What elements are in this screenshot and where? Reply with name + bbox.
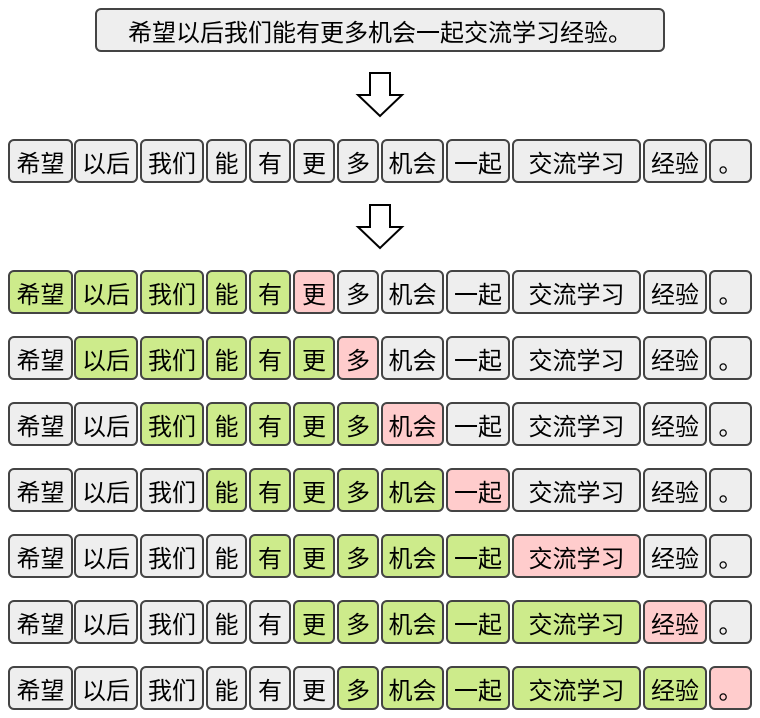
- context-token: 我们: [140, 402, 204, 446]
- token: 。: [709, 402, 752, 446]
- token: 希望: [8, 468, 73, 512]
- token: 机会: [381, 139, 444, 183]
- context-token: 多: [337, 666, 379, 710]
- token: 交流学习: [512, 468, 641, 512]
- token: 更: [293, 139, 335, 183]
- token: 一起: [446, 270, 510, 314]
- token: 以后: [74, 666, 138, 710]
- target-token: 机会: [381, 402, 444, 446]
- token: 。: [709, 139, 752, 183]
- token: 我们: [140, 468, 204, 512]
- token: 我们: [140, 139, 204, 183]
- token: 我们: [140, 600, 204, 644]
- token: 。: [709, 600, 752, 644]
- target-token: 经验: [643, 600, 707, 644]
- context-token: 有: [249, 468, 291, 512]
- context-token: 一起: [446, 666, 510, 710]
- token: 交流学习: [512, 336, 641, 380]
- token: 希望: [8, 666, 73, 710]
- context-token: 更: [293, 600, 335, 644]
- token: 交流学习: [512, 270, 641, 314]
- context-token: 希望: [8, 270, 73, 314]
- context-token: 能: [206, 402, 247, 446]
- context-token: 机会: [381, 666, 444, 710]
- context-token: 能: [206, 336, 247, 380]
- token: 希望: [8, 139, 73, 183]
- token: 机会: [381, 270, 444, 314]
- context-token: 以后: [74, 336, 138, 380]
- context-token: 我们: [140, 270, 204, 314]
- token: 经验: [643, 402, 707, 446]
- token: 经验: [643, 468, 707, 512]
- context-token: 以后: [74, 270, 138, 314]
- context-token: 有: [249, 534, 291, 578]
- token: 以后: [74, 468, 138, 512]
- sentence-box: 希望以后我们能有更多机会一起交流学习经验。: [95, 8, 665, 52]
- token: 有: [249, 139, 291, 183]
- token: 能: [206, 600, 247, 644]
- context-token: 更: [293, 402, 335, 446]
- token: 。: [709, 468, 752, 512]
- context-token: 机会: [381, 534, 444, 578]
- context-token: 多: [337, 402, 379, 446]
- context-token: 交流学习: [512, 666, 641, 710]
- context-token: 机会: [381, 468, 444, 512]
- down-arrow-icon: [355, 204, 405, 250]
- token: 。: [709, 270, 752, 314]
- token: 希望: [8, 534, 73, 578]
- context-token: 有: [249, 336, 291, 380]
- context-token: 多: [337, 534, 379, 578]
- token: 一起: [446, 402, 510, 446]
- token: 希望: [8, 336, 73, 380]
- token: 能: [206, 666, 247, 710]
- context-token: 有: [249, 402, 291, 446]
- token: 一起: [446, 139, 510, 183]
- target-token: 。: [709, 666, 752, 710]
- token: 多: [337, 270, 379, 314]
- context-token: 能: [206, 468, 247, 512]
- target-token: 一起: [446, 468, 510, 512]
- context-token: 更: [293, 534, 335, 578]
- token: 以后: [74, 600, 138, 644]
- token: 。: [709, 534, 752, 578]
- context-token: 多: [337, 468, 379, 512]
- token: 以后: [74, 534, 138, 578]
- token: 交流学习: [512, 139, 641, 183]
- context-token: 能: [206, 270, 247, 314]
- token: 一起: [446, 336, 510, 380]
- context-token: 机会: [381, 600, 444, 644]
- token: 更: [293, 666, 335, 710]
- context-token: 交流学习: [512, 600, 641, 644]
- token: 经验: [643, 139, 707, 183]
- token: 。: [709, 336, 752, 380]
- target-token: 更: [293, 270, 335, 314]
- token: 经验: [643, 534, 707, 578]
- token: 多: [337, 139, 379, 183]
- down-arrow-icon: [355, 72, 405, 118]
- context-token: 更: [293, 336, 335, 380]
- token: 交流学习: [512, 402, 641, 446]
- context-token: 一起: [446, 534, 510, 578]
- token: 希望: [8, 600, 73, 644]
- token: 有: [249, 666, 291, 710]
- token: 有: [249, 600, 291, 644]
- token: 经验: [643, 270, 707, 314]
- token: 我们: [140, 666, 204, 710]
- token: 经验: [643, 336, 707, 380]
- context-token: 一起: [446, 600, 510, 644]
- context-token: 更: [293, 468, 335, 512]
- token: 能: [206, 534, 247, 578]
- context-token: 有: [249, 270, 291, 314]
- target-token: 多: [337, 336, 379, 380]
- token: 以后: [74, 402, 138, 446]
- target-token: 交流学习: [512, 534, 641, 578]
- token: 能: [206, 139, 247, 183]
- token: 机会: [381, 336, 444, 380]
- token: 希望: [8, 402, 73, 446]
- token: 我们: [140, 534, 204, 578]
- context-token: 我们: [140, 336, 204, 380]
- context-token: 经验: [643, 666, 707, 710]
- token: 以后: [74, 139, 138, 183]
- context-token: 多: [337, 600, 379, 644]
